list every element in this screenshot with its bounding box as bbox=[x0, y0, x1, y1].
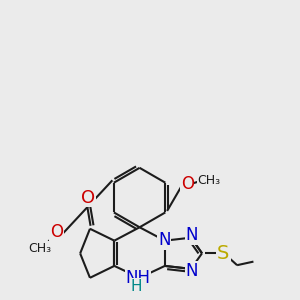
Text: N: N bbox=[185, 226, 198, 244]
Text: O: O bbox=[80, 189, 94, 207]
Text: CH₃: CH₃ bbox=[197, 174, 220, 187]
Text: O: O bbox=[50, 223, 63, 241]
Text: N: N bbox=[185, 262, 198, 280]
Text: O: O bbox=[181, 175, 194, 193]
Text: CH₃: CH₃ bbox=[28, 242, 52, 255]
Text: N: N bbox=[158, 231, 170, 249]
Text: S: S bbox=[217, 244, 230, 263]
Text: H: H bbox=[131, 279, 142, 294]
Text: NH: NH bbox=[126, 269, 151, 287]
